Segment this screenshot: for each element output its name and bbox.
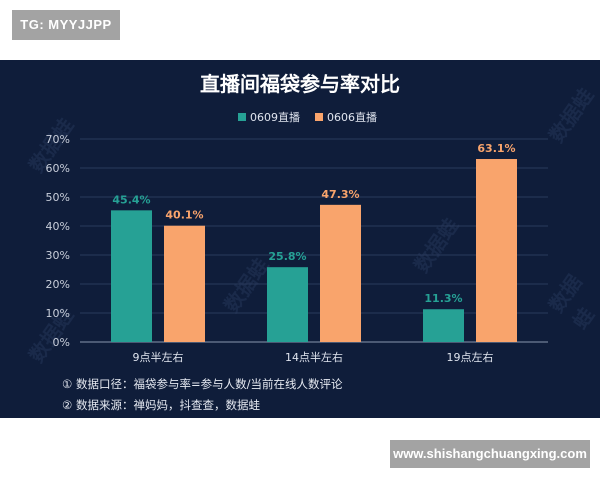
data-label: 25.8%	[268, 250, 306, 263]
data-label: 63.1%	[477, 142, 515, 155]
y-tick-label: 10%	[46, 307, 70, 320]
legend-label: 0609直播	[250, 110, 300, 124]
chart-panel: 数据蛙 数据蛙 数据蛙 数据蛙 数据蛙 数据蛙 直播间福袋参与率对比 0% 10%…	[0, 60, 600, 418]
x-tick-label: 19点左右	[447, 350, 494, 364]
legend-swatch	[315, 113, 323, 121]
x-tick-label: 9点半左右	[133, 350, 184, 364]
legend-label: 0606直播	[327, 110, 377, 124]
x-tick-label: 14点半左右	[285, 350, 343, 364]
y-tick-label: 50%	[46, 191, 70, 204]
bar	[164, 225, 205, 342]
legend-swatch	[238, 113, 246, 121]
note-definition: ① 数据口径：福袋参与率=参与人数/当前在线人数评论	[62, 377, 343, 391]
bar	[423, 309, 464, 342]
data-label: 40.1%	[165, 209, 203, 222]
y-tick-label: 60%	[46, 162, 70, 175]
data-label: 47.3%	[321, 188, 359, 201]
y-tick-label: 70%	[46, 133, 70, 146]
bar-chart: 0% 10% 20% 30% 40% 50% 60% 70% 0609直播 0606直播 45.4%…	[46, 110, 548, 364]
y-tick-label: 40%	[46, 220, 70, 233]
tag-label: TG: MYYJJPP	[12, 10, 120, 40]
bar	[267, 267, 308, 342]
data-label: 11.3%	[424, 292, 462, 305]
y-tick-label: 20%	[46, 278, 70, 291]
bar	[476, 159, 517, 342]
chart-title: 直播间福袋参与率对比	[200, 72, 400, 96]
bar	[111, 210, 152, 342]
data-label: 45.4%	[112, 193, 150, 206]
y-tick-label: 0%	[53, 336, 70, 349]
note-source: ② 数据来源：禅妈妈，抖查查，数据蛙	[62, 398, 260, 412]
y-tick-label: 30%	[46, 249, 70, 262]
site-url-label: www.shishangchuangxing.com	[390, 440, 590, 468]
bar	[320, 204, 361, 342]
